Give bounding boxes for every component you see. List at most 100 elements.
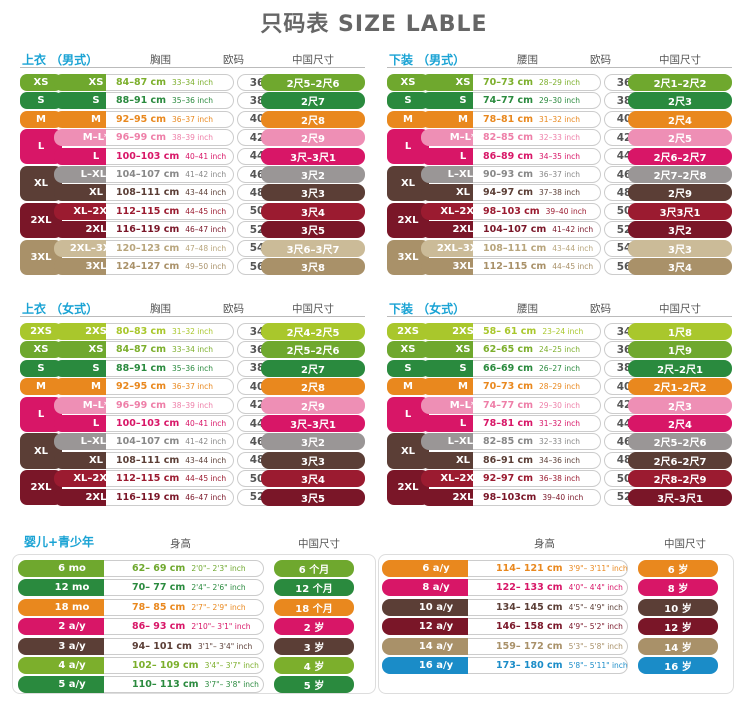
measurement: 92–95 cm 36–37 inch <box>106 378 234 396</box>
kids-measurement-inch: 2'0"– 2'3" inch <box>191 564 246 573</box>
kids-size-label: 14 a/y <box>382 637 490 655</box>
measurement: 88–91 cm 35–36 inch <box>106 92 234 110</box>
measurement: 108–111 cm 43–44 inch <box>473 239 601 257</box>
cn-size: 2尺8–2尺9 <box>628 470 732 488</box>
kids-size-label: 2 a/y <box>18 618 126 636</box>
table-row: L–XL* 104–107 cm 41–42 inch 46 3尺2 <box>20 166 365 183</box>
cn-size: 3尺8 <box>261 258 365 275</box>
measurement-cm: 108–111 cm <box>116 187 180 199</box>
measure-header: 腰围 <box>517 303 538 315</box>
kids-measurement: 78– 85 cm 2'7"– 2'9" inch <box>104 598 264 616</box>
size-group-2XS: 2XS <box>387 323 429 340</box>
measurement: 82–85 cm 32–33 inch <box>473 433 601 451</box>
kids-cn-size: 5 岁 <box>274 676 354 694</box>
measurement: 62–65 cm 24–25 inch <box>473 341 601 359</box>
measurement: 116–119 cm 46–47 inch <box>106 221 234 239</box>
table-row: L 100–103 cm 40–41 inch 44 3尺–3尺1 <box>20 147 365 165</box>
table-row: 2XS 58– 61 cm 23–24 inch 34 1尺8 <box>387 323 732 340</box>
cn-size: 2尺5–2尺6 <box>261 341 365 359</box>
measurement: 116–119 cm 46–47 inch <box>106 488 234 506</box>
table-row: S 74–77 cm 29–30 inch 38 2尺3 <box>387 92 732 110</box>
table-row: M–L* 96–99 cm 38–39 inch 42 2尺9 <box>20 129 365 147</box>
kids-size-label: 8 a/y <box>382 579 490 597</box>
cn-size: 3尺4 <box>628 258 732 275</box>
cn-size: 3尺3 <box>261 451 365 469</box>
measurement: 58– 61 cm 23–24 inch <box>473 323 601 340</box>
kids-cn-size: 10 岁 <box>638 598 718 616</box>
table-row: L–XL* 90–93 cm 36–37 inch 46 2尺7–2尺8 <box>387 166 732 183</box>
size-group-S: S <box>20 359 62 377</box>
table-row: M–L* 96–99 cm 38–39 inch 42 2尺9 <box>20 396 365 414</box>
kids-row: 14 a/y 159– 172 cm 5'3"– 5'8" inch 14 岁 <box>382 637 727 655</box>
page-title: 只码表 SIZE LABLE <box>260 12 488 37</box>
kids-measurement-cm: 94– 101 cm <box>132 640 192 652</box>
measurement: 112–115 cm 44–45 inch <box>106 470 234 488</box>
measurement-cm: 86–89 cm <box>483 150 534 162</box>
kids-measurement: 62– 69 cm 2'0"– 2'3" inch <box>104 560 264 577</box>
cn-size: 2尺9 <box>628 184 732 202</box>
measurement-cm: 112–115 cm <box>116 473 180 485</box>
measurement: 98–103cm 39–40 inch <box>473 488 601 506</box>
measurement: 80–83 cm 31–32 inch <box>106 323 234 340</box>
size-group-XS: XS <box>387 341 429 359</box>
kids-size-label: 6 a/y <box>382 560 490 577</box>
eu-header: 欧码 <box>223 54 244 66</box>
size-group-S: S <box>387 359 429 377</box>
kids-cn-size: 2 岁 <box>274 618 354 636</box>
measurement-inch: 31–32 inch <box>539 114 580 124</box>
cn-size: 3尺4 <box>261 470 365 488</box>
measurement-cm: 100–103 cm <box>116 150 180 162</box>
kids-cn-size: 3 岁 <box>274 637 354 655</box>
cn-size: 3尺3尺1 <box>628 202 732 220</box>
kids-row: 12 mo 70– 77 cm 2'4"– 2'6" inch 12 个月 <box>18 579 363 597</box>
kids-row: 10 a/y 134– 145 cm 4'5"– 4'9" inch 10 岁 <box>382 598 727 616</box>
measurement-cm: 104–107 cm <box>116 436 180 448</box>
measurement: 100–103 cm 40–41 inch <box>106 147 234 165</box>
kids-measure-header-right: 身高 <box>534 538 555 550</box>
measurement-cm: 100–103 cm <box>116 418 180 429</box>
kids-measurement-inch: 3'7"– 3'8" inch <box>204 680 259 690</box>
measurement-inch: 43–44 inch <box>185 188 227 198</box>
kids-measure-header: 身高 <box>170 538 191 550</box>
kids-row: 6 a/y 114– 121 cm 3'9"– 3'11" inch 6 岁 <box>382 560 727 577</box>
kids-size-label: 3 a/y <box>18 637 126 655</box>
measurement-cm: 120–123 cm <box>116 242 180 254</box>
measurement-cm: 124–127 cm <box>116 261 180 272</box>
kids-row: 6 mo 62– 69 cm 2'0"– 2'3" inch 6 个月 <box>18 560 363 577</box>
measurement-cm: 82–85 cm <box>483 132 534 144</box>
measurement-cm: 66–69 cm <box>483 362 534 374</box>
kids-cn-header-right: 中国尺寸 <box>664 538 706 550</box>
measurement-inch: 41–42 inch <box>185 170 227 179</box>
kids-row: 5 a/y 110– 113 cm 3'7"– 3'8" inch 5 岁 <box>18 676 363 694</box>
measurement-cm: 112–115 cm <box>116 205 180 217</box>
measurement: 86–91 cm 34–36 inch <box>473 451 601 469</box>
measure-header: 胸围 <box>150 303 171 315</box>
cn-size: 2尺8 <box>261 110 365 128</box>
measurement-inch: 31–32 inch <box>539 419 580 428</box>
measurement: 82–85 cm 32–33 inch <box>473 129 601 147</box>
measurement: 100–103 cm 40–41 inch <box>106 415 234 432</box>
size-group-M: M <box>20 378 62 396</box>
measurement-cm: 86–91 cm <box>483 454 534 466</box>
table-row: 2XL 98–103cm 39–40 inch 52 3尺–3尺1 <box>387 488 732 506</box>
table-row: XS 84–87 cm 33–34 inch 36 2尺5–2尺6 <box>20 74 365 91</box>
measurement-cm: 116–119 cm <box>116 224 180 236</box>
kids-cn-size: 16 岁 <box>638 657 718 674</box>
measurement-inch: 41–42 inch <box>185 437 227 447</box>
table-row: 2XL 104–107 cm 41–42 inch 52 3尺2 <box>387 221 732 239</box>
measurement: 96–99 cm 38–39 inch <box>106 129 234 147</box>
kids-measurement: 134– 145 cm 4'5"– 4'9" inch <box>468 598 628 616</box>
measurement-cm: 90–93 cm <box>483 169 534 180</box>
measurement-inch: 24–25 inch <box>539 345 580 355</box>
measurement-inch: 43–44 inch <box>552 243 594 253</box>
cn-size: 2尺3 <box>628 396 732 414</box>
kids-measurement-cm: 70– 77 cm <box>132 582 186 594</box>
table-row: XS 62–65 cm 24–25 inch 36 1尺9 <box>387 341 732 359</box>
section-header: 下装 （女式） 腰围 欧码 中国尺寸 <box>387 301 732 316</box>
eu-header: 欧码 <box>590 303 611 315</box>
measurement-inch: 33–34 inch <box>172 345 213 355</box>
cn-size: 2尺–2尺1 <box>628 359 732 377</box>
section-title: 上衣 （女式） <box>22 302 99 316</box>
measurement: 70–73 cm 28–29 inch <box>473 74 601 91</box>
kids-row: 18 mo 78– 85 cm 2'7"– 2'9" inch 18 个月 <box>18 598 363 616</box>
